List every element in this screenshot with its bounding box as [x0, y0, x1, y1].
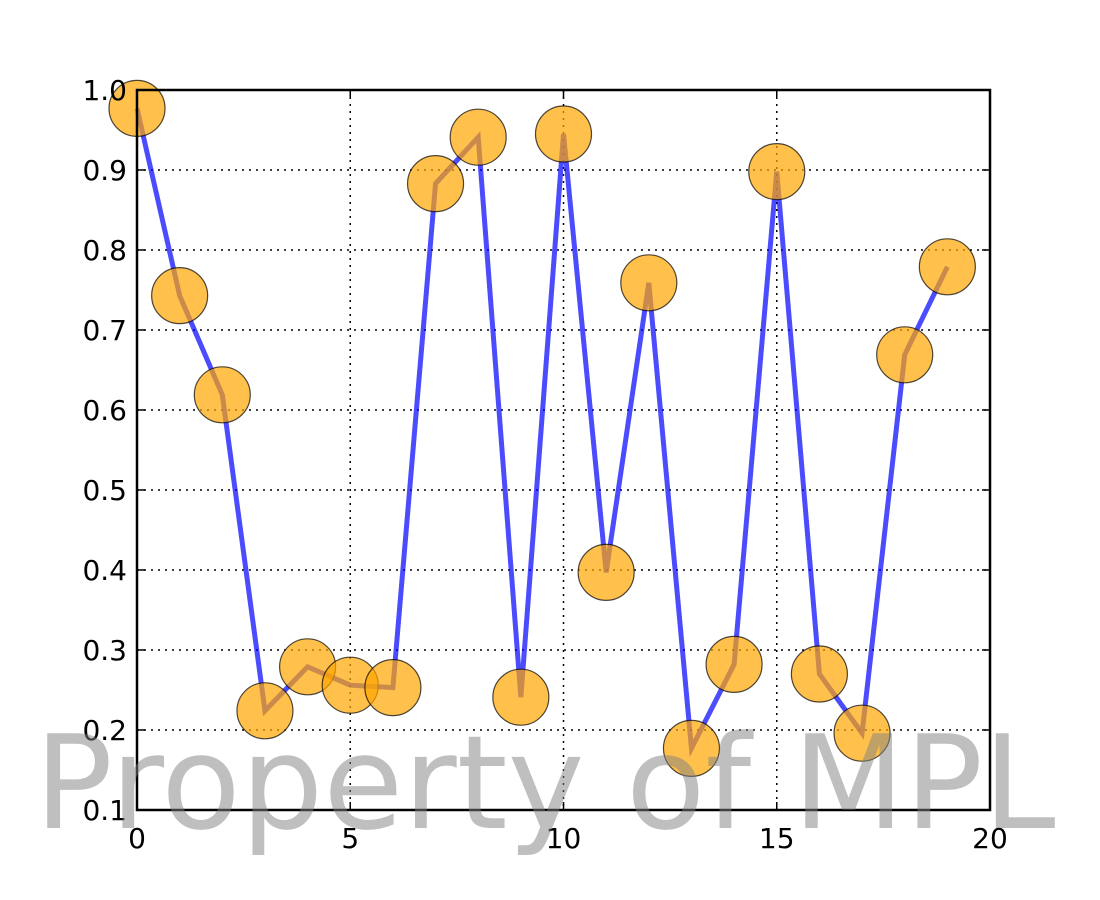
- x-tick-label: 20: [972, 822, 1008, 855]
- data-point: [662, 719, 721, 778]
- y-tick-label: 0.6: [82, 394, 127, 427]
- data-point: [151, 267, 209, 325]
- data-point: [705, 635, 763, 694]
- y-tick-label: 0.2: [82, 714, 127, 747]
- y-tick-label: 1.0: [82, 74, 127, 107]
- data-point: [193, 366, 251, 424]
- y-tick-label: 0.5: [82, 474, 127, 507]
- watermark-text: Property of MPL: [34, 707, 1055, 859]
- x-tick-label: 5: [341, 822, 359, 855]
- data-point: [364, 658, 422, 717]
- data-point: [833, 704, 891, 762]
- data-point: [534, 105, 593, 163]
- data-point: [449, 108, 507, 166]
- y-tick-label: 0.8: [82, 234, 127, 267]
- y-tick-label: 0.4: [82, 554, 127, 587]
- series-marker-layer: [108, 79, 976, 778]
- grid: [137, 90, 990, 810]
- x-tick-label: 0: [128, 822, 146, 855]
- y-tick-label: 0.9: [82, 154, 127, 187]
- data-point: [577, 543, 635, 602]
- data-point: [748, 143, 806, 201]
- data-point: [406, 155, 465, 213]
- y-tick-label: 0.3: [82, 634, 127, 667]
- data-point: [790, 645, 849, 703]
- tick-labels: 0 5 10 15 20 0.1 0.2 0.3 0.4 0.5 0.6 0.7 0.8 0.9 1.0: [82, 74, 1007, 855]
- y-tick-label: 0.7: [82, 314, 127, 347]
- data-point: [876, 326, 934, 384]
- y-tick-label: 0.1: [82, 794, 127, 827]
- data-point: [918, 238, 976, 296]
- data-point: [492, 668, 550, 726]
- data-point: [620, 254, 678, 312]
- data-point: [236, 682, 294, 740]
- x-tick-label: 10: [546, 822, 582, 855]
- x-tick-label: 15: [759, 822, 795, 855]
- ticks: [136, 89, 991, 811]
